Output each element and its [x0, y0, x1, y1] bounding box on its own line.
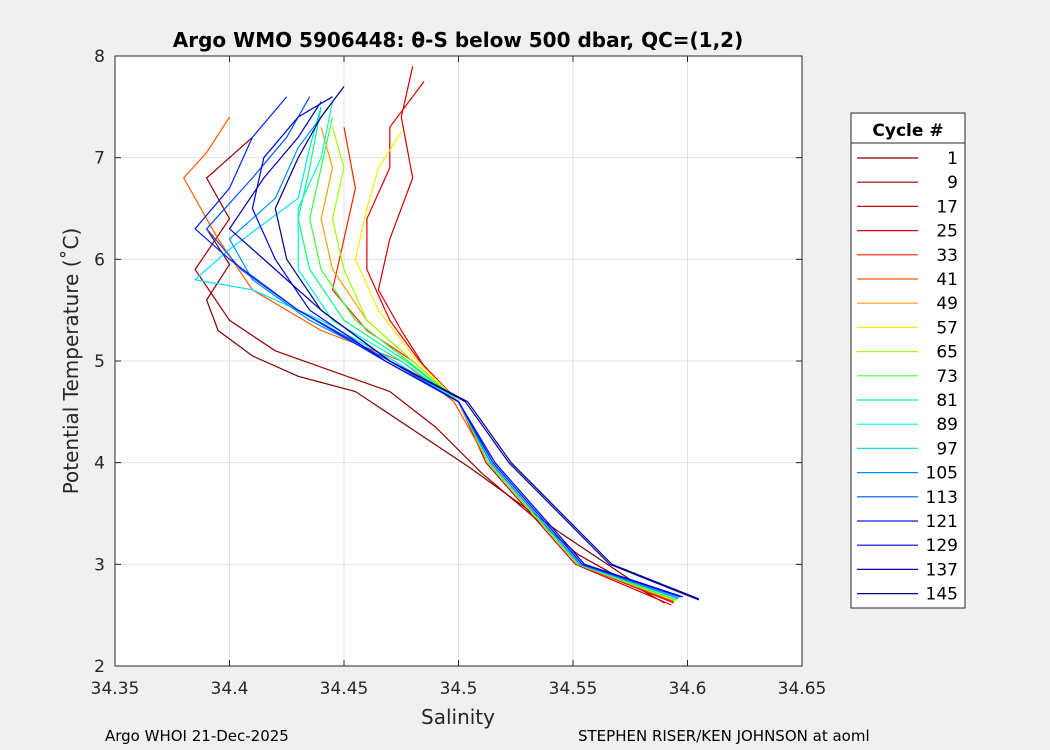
legend-label-57: 57 [936, 318, 958, 338]
x-tick-label: 34.35 [91, 679, 140, 699]
legend-label-1: 1 [947, 149, 958, 169]
profile-line-cycle-9 [194, 136, 665, 604]
x-tick-label: 34.4 [211, 679, 249, 699]
legend-label-9: 9 [947, 173, 958, 193]
x-tick-label: 34.5 [440, 679, 478, 699]
y-tick-label: 6 [94, 250, 105, 270]
y-tick-label: 4 [94, 454, 105, 474]
x-tick-label: 34.65 [778, 679, 827, 699]
legend-label-113: 113 [926, 488, 958, 508]
legend-label-73: 73 [936, 367, 958, 387]
y-axis-label: Potential Temperature (˚C) [59, 228, 83, 495]
legend-label-81: 81 [936, 391, 958, 411]
y-tick-labels: 2 3 4 5 6 7 8 [94, 47, 105, 677]
profile-line-cycle-105 [228, 101, 679, 599]
legend-label-33: 33 [936, 246, 958, 266]
legend-label-105: 105 [926, 464, 958, 484]
chart-title: Argo WMO 5906448: θ-S below 500 dbar, QC… [173, 28, 743, 52]
plot-border [114, 55, 803, 667]
profile-line-cycle-17 [377, 66, 672, 606]
legend-label-89: 89 [936, 415, 958, 435]
profile-line-cycle-73 [309, 116, 677, 601]
profile-lines [182, 66, 700, 606]
legend-box [850, 112, 966, 609]
legend-label-129: 129 [926, 536, 958, 556]
x-tick-label: 34.55 [549, 679, 598, 699]
legend-label-121: 121 [926, 512, 958, 532]
profile-line-cycle-129 [251, 96, 684, 598]
legend-label-17: 17 [936, 197, 958, 217]
profile-line-cycle-1 [205, 228, 631, 581]
legend-label-145: 145 [926, 585, 958, 605]
legend-label-137: 137 [926, 560, 958, 580]
footer-right: STEPHEN RISER/KEN JOHNSON at aoml [578, 727, 870, 745]
legend-label-41: 41 [936, 270, 958, 290]
y-tick-label: 2 [94, 657, 105, 677]
footer-left: Argo WHOI 21-Dec-2025 [105, 727, 289, 745]
x-tick-label: 34.45 [320, 679, 369, 699]
x-tick-labels: 34.35 34.4 34.45 34.5 34.55 34.6 34.65 [91, 679, 827, 699]
legend-label-65: 65 [936, 343, 958, 363]
legend: Cycle # 1 9 17 25 33 41 49 57 65 73 81 89 97 105 113 12… [850, 112, 966, 609]
x-tick-label: 34.6 [669, 679, 707, 699]
profile-line-cycle-121 [194, 96, 681, 598]
profile-line-cycle-145 [274, 86, 700, 600]
legend-title: Cycle # [872, 121, 943, 141]
y-tick-label: 7 [94, 149, 105, 169]
y-tick-label: 3 [94, 555, 105, 575]
y-tick-label: 5 [94, 352, 105, 372]
legend-label-25: 25 [936, 222, 958, 242]
legend-label-97: 97 [936, 439, 958, 459]
x-axis-label: Salinity [421, 705, 495, 729]
y-tick-label: 8 [94, 47, 105, 67]
legend-label-49: 49 [936, 294, 958, 314]
